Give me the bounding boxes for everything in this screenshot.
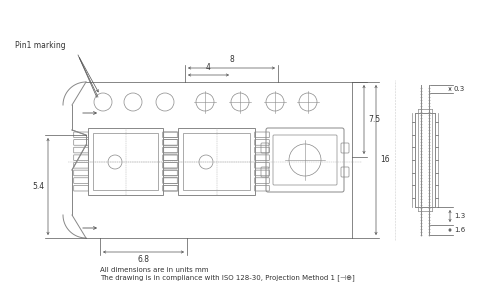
Text: 7.5: 7.5 [368, 115, 380, 124]
Text: 4: 4 [206, 63, 211, 72]
Text: 16: 16 [380, 155, 390, 164]
Text: All dimensions are in units mm: All dimensions are in units mm [100, 267, 208, 273]
Text: Pin1 marking: Pin1 marking [15, 40, 66, 50]
Bar [93, 133, 158, 190]
Text: The drawing is in compliance with ISO 128-30, Projection Method 1 [⊣⊕]: The drawing is in compliance with ISO 12… [100, 274, 355, 281]
Text: 6.8: 6.8 [137, 255, 149, 264]
Text: 5.4: 5.4 [32, 182, 44, 191]
Text: 0.3: 0.3 [454, 86, 465, 92]
Bar [88, 128, 163, 195]
Text: 1.6: 1.6 [454, 227, 465, 233]
Bar [183, 133, 250, 190]
Bar [178, 128, 255, 195]
Text: 8: 8 [229, 55, 234, 64]
Text: 1.3: 1.3 [454, 213, 465, 219]
